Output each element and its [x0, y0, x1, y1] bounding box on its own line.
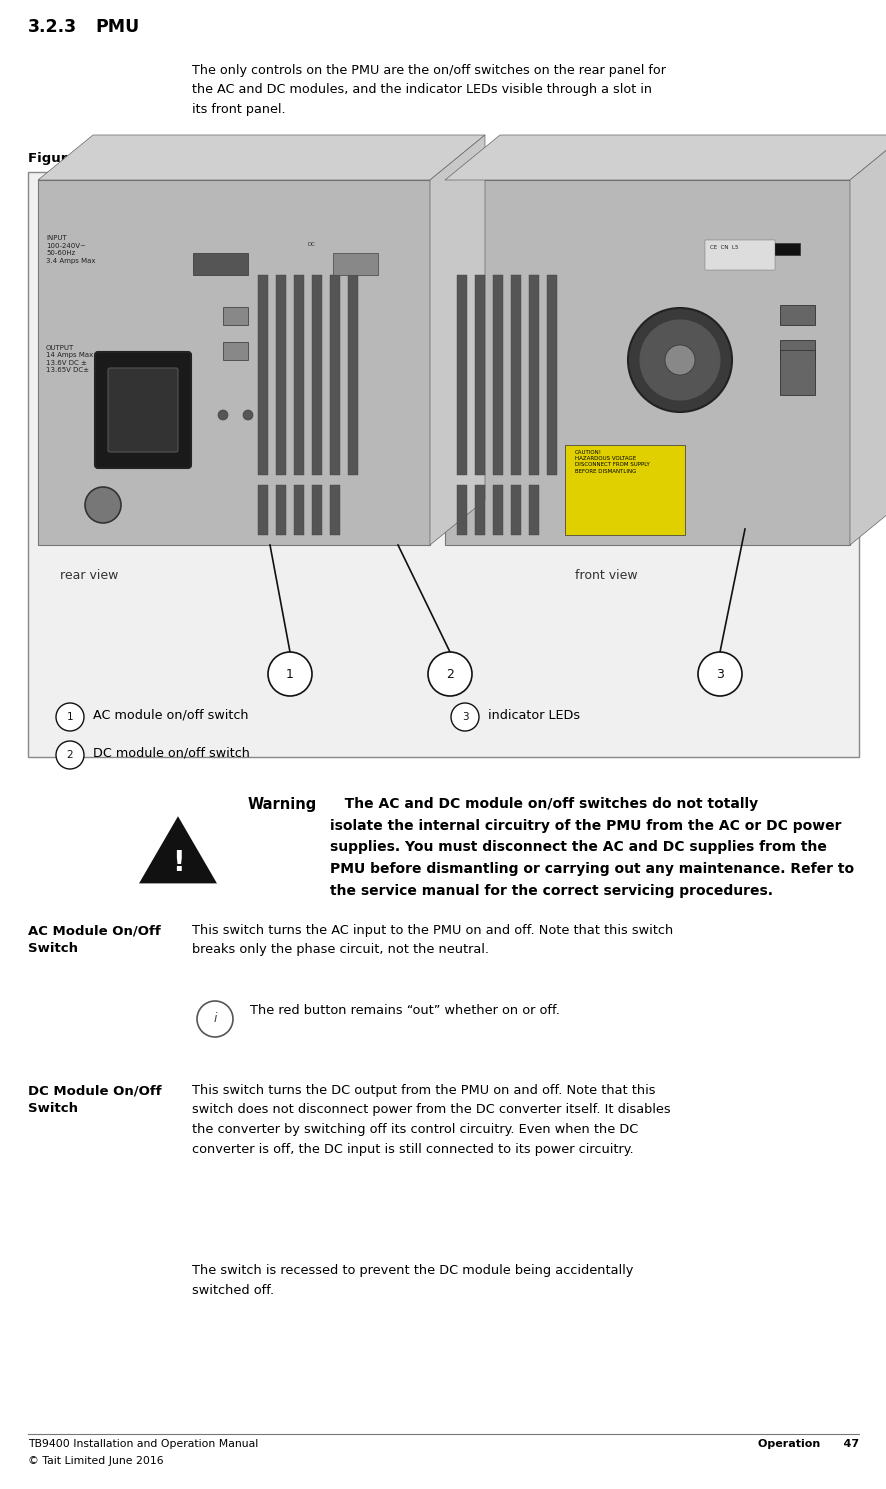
Circle shape [640, 320, 719, 401]
Text: DC: DC [307, 243, 315, 247]
FancyBboxPatch shape [193, 253, 248, 275]
FancyBboxPatch shape [28, 173, 858, 756]
Text: rear view: rear view [60, 569, 118, 582]
FancyBboxPatch shape [779, 305, 814, 325]
FancyBboxPatch shape [258, 485, 268, 535]
Circle shape [218, 409, 228, 420]
Text: indicator LEDs: indicator LEDs [487, 709, 579, 722]
FancyBboxPatch shape [475, 485, 485, 535]
FancyBboxPatch shape [528, 485, 539, 535]
FancyBboxPatch shape [140, 789, 859, 959]
FancyBboxPatch shape [222, 342, 248, 360]
FancyBboxPatch shape [38, 180, 430, 545]
Circle shape [268, 652, 312, 695]
Text: DC Module On/Off
Switch: DC Module On/Off Switch [28, 1084, 161, 1115]
FancyBboxPatch shape [276, 275, 285, 475]
Text: 3: 3 [715, 667, 723, 680]
Polygon shape [141, 819, 214, 881]
Text: Figure 3.5: Figure 3.5 [28, 152, 105, 165]
Text: TB9400 Installation and Operation Manual: TB9400 Installation and Operation Manual [28, 1438, 258, 1449]
FancyBboxPatch shape [347, 275, 358, 475]
Text: The only controls on the PMU are the on/off switches on the rear panel for
the A: The only controls on the PMU are the on/… [191, 64, 665, 116]
Text: Operation      47: Operation 47 [757, 1438, 858, 1449]
FancyBboxPatch shape [312, 485, 322, 535]
FancyBboxPatch shape [293, 275, 304, 475]
Text: AC Module On/Off
Switch: AC Module On/Off Switch [28, 925, 160, 954]
Text: The red button remains “out” whether on or off.: The red button remains “out” whether on … [250, 1004, 559, 1017]
Text: DC module on/off switch: DC module on/off switch [93, 747, 250, 759]
Text: 3.2.3: 3.2.3 [28, 18, 77, 36]
FancyBboxPatch shape [332, 253, 377, 275]
Text: This switch turns the DC output from the PMU on and off. Note that this
switch d: This switch turns the DC output from the… [191, 1084, 670, 1155]
FancyBboxPatch shape [276, 485, 285, 535]
FancyBboxPatch shape [704, 240, 774, 270]
FancyBboxPatch shape [456, 275, 466, 475]
Text: This switch turns the AC input to the PMU on and off. Note that this switch
brea: This switch turns the AC input to the PM… [191, 925, 672, 956]
Circle shape [56, 703, 84, 731]
FancyBboxPatch shape [779, 339, 814, 360]
FancyBboxPatch shape [510, 275, 520, 475]
Text: Operating controls on the PMU: Operating controls on the PMU [122, 152, 354, 165]
Circle shape [627, 308, 731, 412]
Text: CE  CN  L5: CE CN L5 [709, 246, 738, 250]
Circle shape [697, 652, 742, 695]
FancyBboxPatch shape [456, 485, 466, 535]
Text: Warning: Warning [248, 797, 317, 812]
Text: INPUT
100-240V~
50-60Hz
3.4 Amps Max: INPUT 100-240V~ 50-60Hz 3.4 Amps Max [46, 235, 96, 264]
FancyBboxPatch shape [739, 243, 799, 255]
FancyBboxPatch shape [108, 368, 178, 453]
Text: CAUTION!
HAZARDOUS VOLTAGE
DISCONNECT FROM SUPPLY
BEFORE DISMANTLING: CAUTION! HAZARDOUS VOLTAGE DISCONNECT FR… [574, 450, 649, 474]
FancyBboxPatch shape [312, 275, 322, 475]
Circle shape [428, 652, 471, 695]
Circle shape [450, 703, 478, 731]
Text: !: ! [172, 849, 184, 877]
FancyBboxPatch shape [779, 350, 814, 395]
Text: i: i [213, 1013, 216, 1026]
Circle shape [197, 1001, 233, 1036]
Text: 1: 1 [66, 712, 74, 722]
FancyBboxPatch shape [493, 275, 502, 475]
Text: The switch is recessed to prevent the DC module being accidentally
switched off.: The switch is recessed to prevent the DC… [191, 1264, 633, 1297]
FancyBboxPatch shape [475, 275, 485, 475]
FancyBboxPatch shape [445, 180, 849, 545]
Text: 2: 2 [66, 750, 74, 759]
Text: 3: 3 [462, 712, 468, 722]
Text: AC module on/off switch: AC module on/off switch [93, 709, 248, 722]
FancyBboxPatch shape [258, 275, 268, 475]
Text: PMU: PMU [95, 18, 139, 36]
Polygon shape [849, 135, 886, 545]
Text: 2: 2 [446, 667, 454, 680]
Circle shape [243, 409, 253, 420]
Text: © Tait Limited June 2016: © Tait Limited June 2016 [28, 1456, 163, 1467]
FancyBboxPatch shape [330, 275, 339, 475]
Polygon shape [430, 135, 485, 545]
Polygon shape [38, 135, 485, 180]
Text: 1: 1 [286, 667, 293, 680]
Circle shape [85, 487, 120, 523]
Text: OUTPUT
14 Amps Max
13.6V DC ±
13.65V DC±: OUTPUT 14 Amps Max 13.6V DC ± 13.65V DC± [46, 345, 93, 374]
FancyBboxPatch shape [222, 307, 248, 325]
Circle shape [664, 345, 695, 375]
FancyBboxPatch shape [547, 275, 556, 475]
FancyBboxPatch shape [528, 275, 539, 475]
Circle shape [56, 742, 84, 768]
Text: front view: front view [574, 569, 637, 582]
FancyBboxPatch shape [95, 351, 190, 468]
FancyBboxPatch shape [493, 485, 502, 535]
FancyBboxPatch shape [330, 485, 339, 535]
FancyBboxPatch shape [564, 445, 684, 535]
Text: The AC and DC module on/off switches do not totally
isolate the internal circuit: The AC and DC module on/off switches do … [330, 797, 853, 898]
FancyBboxPatch shape [293, 485, 304, 535]
FancyBboxPatch shape [510, 485, 520, 535]
Polygon shape [445, 135, 886, 180]
